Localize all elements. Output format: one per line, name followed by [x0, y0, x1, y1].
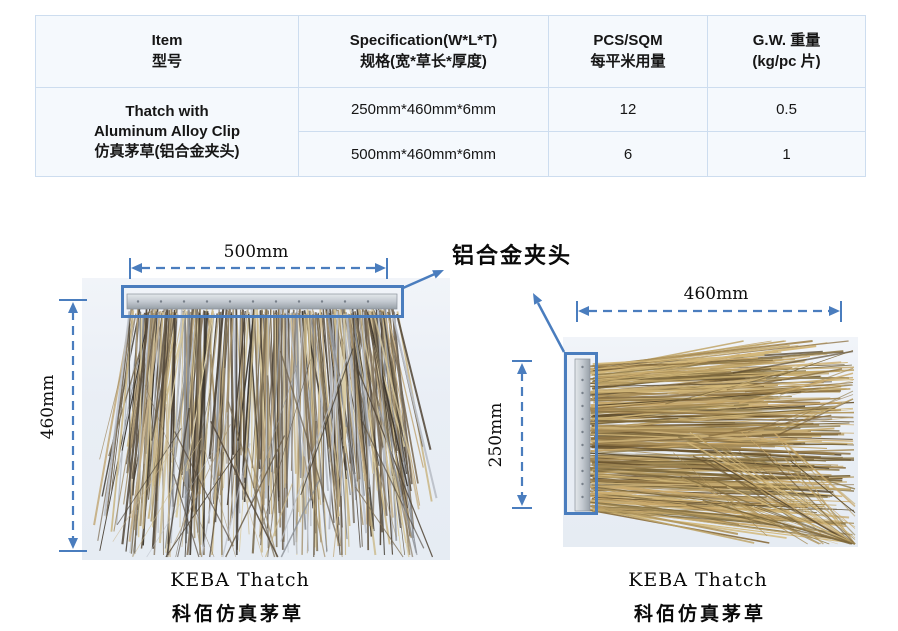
spec-value-cell: 500mm*460mm*6mm [298, 131, 549, 177]
right-caption-en: KEBA Thatch [628, 569, 768, 591]
thatch-strands [93, 306, 438, 558]
item-line-2: Aluminum Alloy Clip [93, 122, 241, 140]
left-caption-en: KEBA Thatch [170, 569, 310, 591]
product-photo-left [82, 278, 450, 560]
callout-arrow-from-right-clip [533, 293, 566, 353]
item-line-1: Thatch with [125, 102, 209, 120]
header-item-zh: 型号 [151, 52, 182, 70]
gw-value-cell: 0.5 [707, 87, 866, 132]
product-photo-right [563, 337, 858, 547]
spec-value-cell: 250mm*460mm*6mm [298, 87, 549, 132]
thatch-image-side-view [574, 340, 856, 545]
right-height-dimension-arrow [512, 360, 532, 509]
left-caption-zh: 科佰仿真茅草 [171, 603, 304, 625]
header-item-en: Item [151, 32, 183, 50]
pcs-value-cell: 12 [548, 87, 708, 132]
table-row: Thatch with Aluminum Alloy Clip 仿真茅草(铝合金… [35, 87, 866, 177]
pcs-value-cell: 6 [548, 131, 708, 177]
header-cell-gross-weight: G.W. 重量 (kg/pc 片) [707, 15, 866, 88]
item-line-3: 仿真茅草(铝合金夹头) [94, 143, 240, 161]
header-gw-zh: (kg/pc 片) [752, 52, 821, 70]
header-cell-specification: Specification(W*L*T) 规格(宽*草长*厚度) [298, 15, 549, 88]
right-width-dimension-arrow [576, 301, 842, 322]
aluminum-clip-strip-vertical [574, 358, 591, 512]
item-name-cell: Thatch with Aluminum Alloy Clip 仿真茅草(铝合金… [35, 87, 299, 177]
thatch-image-front-view [93, 293, 438, 558]
table-header-row: Item 型号 Specification(W*L*T) 规格(宽*草长*厚度)… [35, 15, 866, 88]
header-pcs-zh: 每平米用量 [590, 52, 666, 70]
left-height-dimension-label: 460mm [38, 374, 58, 440]
aluminum-clip-callout-label: 铝合金夹头 [452, 243, 573, 269]
header-spec-zh: 规格(宽*草长*厚度) [360, 52, 487, 70]
right-caption-zh: 科佰仿真茅草 [633, 603, 766, 625]
left-width-dimension-label: 500mm [223, 242, 289, 262]
header-cell-item: Item 型号 [35, 15, 299, 88]
thatch-strands [587, 340, 856, 545]
table-row: 500mm*460mm*6mm 6 1 [36, 131, 866, 177]
header-cell-pcs-sqm: PCS/SQM 每平米用量 [548, 15, 708, 88]
gw-value-cell: 1 [707, 131, 866, 177]
right-width-dimension-label: 460mm [683, 284, 749, 304]
header-gw-en: G.W. 重量 [752, 32, 821, 50]
right-height-dimension-label: 250mm [486, 402, 506, 468]
aluminum-clip-strip-horizontal [126, 293, 398, 310]
product-spec-table: Item 型号 Specification(W*L*T) 规格(宽*草长*厚度)… [35, 15, 866, 177]
header-spec-en: Specification(W*L*T) [349, 32, 498, 50]
header-pcs-en: PCS/SQM [593, 32, 663, 50]
